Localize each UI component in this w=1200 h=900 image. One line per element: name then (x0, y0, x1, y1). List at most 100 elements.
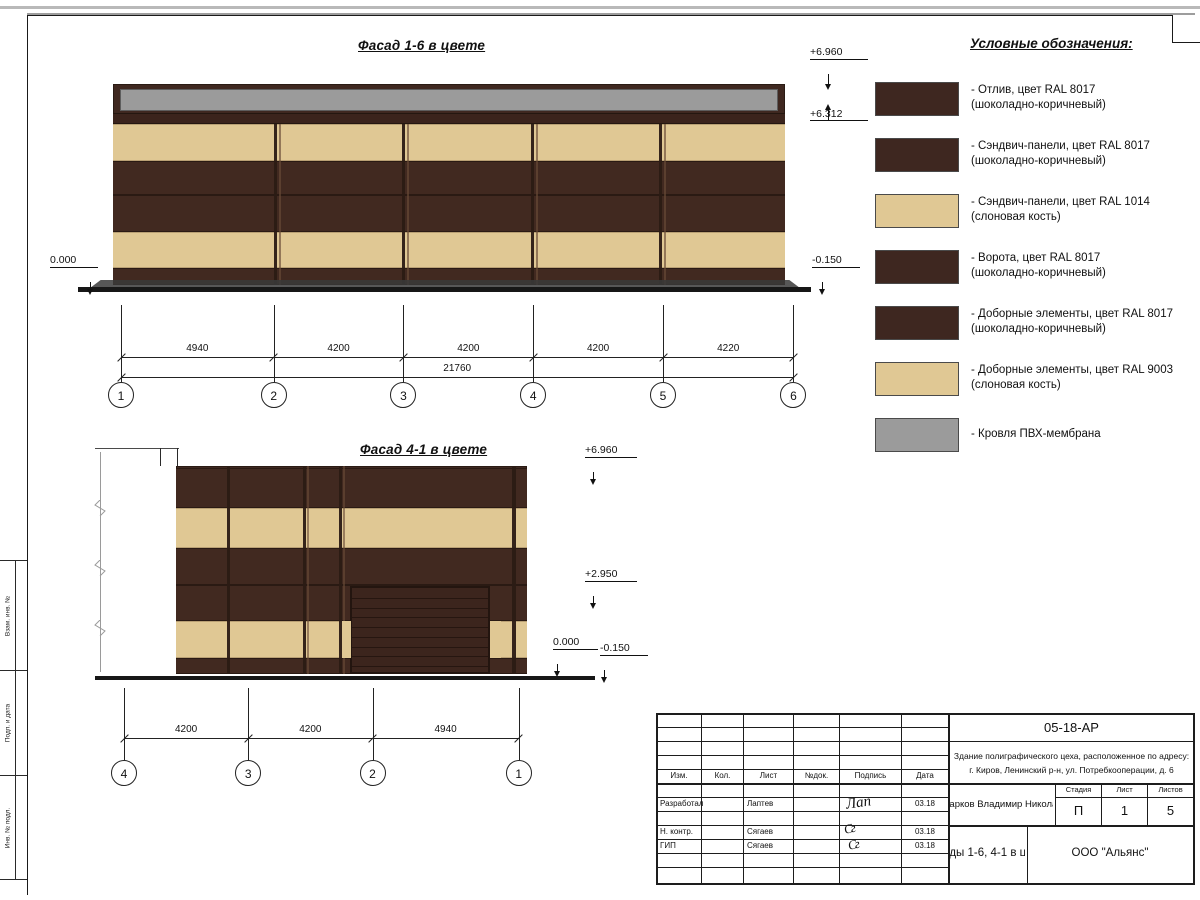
stamp-rule-h (656, 741, 948, 742)
stamp-rule-v (901, 713, 902, 885)
elevation-bar-2950 (585, 581, 637, 582)
ground-line-4-1 (95, 676, 595, 680)
role-name-0: Лаптев (747, 799, 774, 809)
ground-line-1-6 (78, 287, 811, 292)
stamp-rule-h (656, 769, 948, 770)
legend-row: - Доборные элементы, цвет RAL 9003 (слоно… (875, 362, 1195, 408)
side-stamp-inner-2: Подп. и дата (0, 671, 16, 775)
dimension-extension-line (518, 688, 520, 760)
role-name-1: Сягаев (747, 827, 773, 837)
panel-band-cream-lower (113, 232, 785, 268)
role-label-2: ГИП (660, 841, 676, 851)
axis-bubble-2: 2 (359, 760, 386, 786)
elevation-bar-6960 (810, 59, 868, 60)
rev-header-2: Лист (759, 771, 778, 781)
gate-slat (352, 656, 488, 658)
doc-code: 05-18-АР (1044, 719, 1099, 735)
legend-swatch (875, 418, 959, 452)
dimension-value: 4200 (457, 343, 480, 354)
elevation-label-m0150-b: -0.150 (600, 642, 630, 654)
gate-slat (352, 598, 488, 600)
stamp-rule-h (656, 883, 1195, 885)
stamp-rule-h (948, 825, 1195, 827)
side-stamp-cell-3: Инв. № подл. (0, 775, 27, 880)
elevation-bar-m0150-a (812, 267, 860, 268)
gate-slat (352, 647, 488, 649)
elevation-label-0000-a: 0.000 (50, 254, 77, 266)
stamp-rule-h (656, 755, 948, 756)
roof-pvc-membrane (120, 89, 778, 111)
legend-text-line-1: - Ворота, цвет RAL 8017 (971, 252, 1101, 264)
stamp-rule-v (839, 713, 840, 885)
legend-text-line-2: (шоколадно-коричневый) (971, 99, 1106, 111)
elevation-stem-0000-b (557, 664, 559, 672)
role-label-1: Н. контр. (660, 827, 694, 837)
elevation-bar-6312 (810, 120, 868, 121)
adjacent-building-roof-line (95, 448, 179, 449)
side-stamp-text-1: Взам. инв. № (4, 595, 11, 636)
object-description-line-2: г. Киров, Ленинский р-н, ул. Потребкоопе… (969, 765, 1174, 775)
role-label-0: Разработал (660, 799, 704, 809)
overall-dimension-value: 21760 (443, 363, 472, 374)
legend-text-line-2: (шоколадно-коричневый) (971, 155, 1106, 167)
elevation-label-0000-b: 0.000 (553, 636, 580, 648)
panel-seam-axis-5 (659, 124, 662, 285)
axis-bubble-5: 5 (650, 382, 677, 408)
stamp-rule-v (1193, 713, 1195, 885)
stamp-rule-h (656, 825, 948, 826)
gate-slat (352, 627, 488, 629)
stamp-rule-h (948, 783, 1195, 785)
legend-text-line-2: (слоновая кость) (971, 379, 1061, 391)
break-line (100, 452, 101, 672)
elevation-arrow-down-6960 (824, 84, 831, 90)
axis-bubble-1: 1 (108, 382, 134, 408)
stage-value-1: 1 (1120, 802, 1129, 818)
stage-value-2: 5 (1166, 802, 1175, 818)
elevation-arrow-0000-a (86, 289, 93, 295)
stamp-rule-h (656, 797, 948, 798)
adjacent-building-step (160, 448, 162, 466)
panel-band-cream-upper (113, 124, 785, 161)
legend-row: - Доборные элементы, цвет RAL 8017 (шокол… (875, 306, 1195, 352)
gate-slat (352, 637, 488, 639)
legend-text-line-1: - Отлив, цвет RAL 8017 (971, 84, 1096, 96)
facade-4-1-elevation (176, 466, 527, 674)
legend-text: - Доборные элементы, цвет RAL 8017 (шокол… (971, 307, 1195, 337)
rev-header-3: №док. (804, 771, 829, 781)
sheet-border (27, 15, 1195, 895)
legend-text-line-2: (шоколадно-коричневый) (971, 323, 1106, 335)
side-stamp-text-3: Инв. № подл. (4, 807, 11, 848)
signature-syagaev-1: Сг (842, 820, 856, 837)
dimension-extension-line (403, 305, 405, 382)
stamp-rule-h (656, 727, 948, 728)
elevation-stem-6312 (828, 109, 830, 120)
dimension-extension-line (533, 305, 535, 382)
break-line-zigzag-2 (93, 559, 107, 577)
panel-seam-axis-3b (407, 124, 409, 285)
axis-bubble-4: 4 (111, 760, 137, 786)
elevation-arrow-m0150-b (600, 677, 607, 683)
axis-bubble-4: 4 (520, 382, 547, 408)
dimension-value: 4940 (186, 343, 209, 354)
elevation-stem-6960-b (593, 472, 595, 480)
sheet-title: Фасады 1-6, 4-1 в цвете. (950, 847, 1025, 860)
axis-bubble-6: 6 (780, 382, 807, 408)
legend-row: - Ворота, цвет RAL 8017 (шоколадно-коричн… (875, 250, 1195, 296)
panel-seam-axis-5b (664, 124, 666, 285)
panel-seam-4-1-right-edge (512, 466, 516, 674)
dimension-value: 4940 (434, 724, 457, 735)
axis-bubble-3: 3 (390, 382, 417, 408)
panel-seam-4-1-axis-2 (303, 466, 306, 674)
elevation-arrow-up-6312 (824, 104, 831, 110)
elevation-bar-0000-b (553, 649, 598, 650)
panel-seam-axis-2b (279, 124, 281, 285)
rev-header-0: Изм. (670, 771, 688, 781)
stamp-rule-v (701, 713, 702, 885)
legend-text-line-1: - Доборные элементы, цвет RAL 8017 (971, 308, 1173, 320)
legend-swatch (875, 138, 959, 172)
dimension-extension-line (121, 305, 122, 382)
stamp-rule-h (656, 713, 1195, 715)
stamp-rule-v (1101, 783, 1102, 825)
stamp-rule-h (656, 811, 948, 812)
break-line-zigzag-3 (93, 619, 107, 637)
